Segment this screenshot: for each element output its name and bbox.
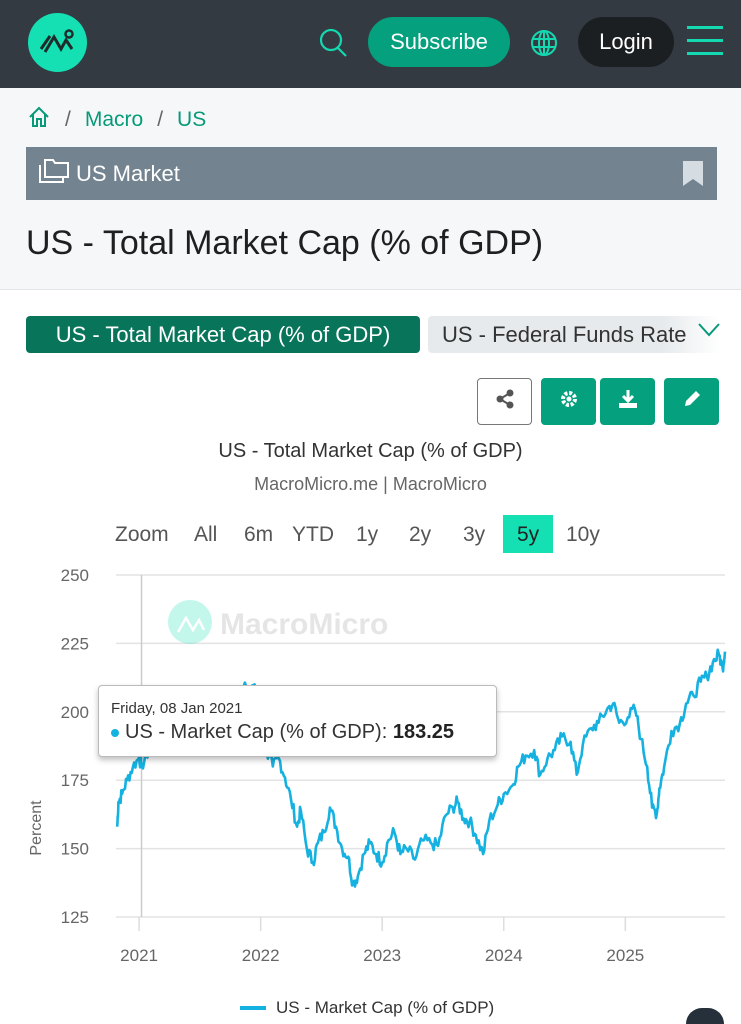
macromicro-logo[interactable] [28, 13, 87, 72]
search-icon[interactable] [318, 27, 350, 64]
x-tick-label: 2025 [606, 946, 644, 965]
breadcrumb-separator: / [157, 108, 164, 131]
y-tick-label: 200 [61, 703, 89, 722]
legend-line-icon [240, 1006, 266, 1010]
page-title: US - Total Market Cap (% of GDP) [26, 224, 544, 262]
line-chart[interactable]: MacroMicro Percent 125 150 175 200 225 250 202… [0, 560, 741, 980]
zoom-label: Zoom [115, 523, 169, 546]
chevron-down-icon[interactable] [698, 320, 720, 343]
category-label: US Market [76, 160, 180, 186]
tooltip-series: US - Market Cap (% of GDP) [125, 721, 382, 743]
chart-title: US - Total Market Cap (% of GDP) [218, 440, 523, 462]
y-tick-label: 150 [61, 840, 89, 859]
tab-total-market-cap[interactable]: US - Total Market Cap (% of GDP) [26, 316, 420, 353]
subscribe-button[interactable]: Subscribe [368, 17, 510, 67]
y-tick-label: 175 [61, 771, 89, 790]
chart-subtitle: MacroMicro.me | MacroMicro [254, 474, 487, 494]
chart-legend[interactable]: US - Market Cap (% of GDP) [240, 998, 494, 1018]
settings-button[interactable] [541, 378, 596, 425]
edit-button[interactable] [664, 378, 719, 425]
download-icon [617, 388, 639, 415]
home-icon[interactable] [27, 105, 51, 135]
y-axis-label: Percent [28, 800, 45, 856]
breadcrumb-macro[interactable]: Macro [84, 108, 144, 131]
tooltip-date: Friday, 08 Jan 2021 [111, 700, 243, 717]
zoom-3y[interactable]: 3y [463, 523, 486, 546]
zoom-5y[interactable]: 5y [503, 515, 554, 553]
globe-icon[interactable] [529, 28, 559, 63]
legend-label: US - Market Cap (% of GDP) [276, 998, 495, 1017]
zoom-all[interactable]: All [194, 523, 218, 546]
tab-federal-funds-rate[interactable]: US - Federal Funds Rate [428, 316, 720, 353]
x-tick-label: 2021 [120, 946, 158, 965]
category-bar[interactable]: US Market [26, 147, 717, 200]
x-tick-label: 2024 [485, 946, 523, 965]
zoom-1y[interactable]: 1y [356, 523, 379, 546]
tooltip-value: 183.25 [392, 721, 455, 743]
watermark: MacroMicro [168, 600, 388, 644]
share-button[interactable] [477, 378, 532, 425]
download-button[interactable] [600, 378, 655, 425]
zoom-10y[interactable]: 10y [566, 523, 600, 546]
hamburger-menu-icon[interactable] [687, 26, 723, 56]
series-dot-icon [111, 728, 119, 737]
watermark-text: MacroMicro [220, 608, 388, 641]
chart-tooltip: Friday, 08 Jan 2021 US - Market Cap (% o… [98, 685, 497, 757]
x-tick-label: 2023 [363, 946, 401, 965]
breadcrumb-separator: / [65, 108, 71, 131]
zoom-6m[interactable]: 6m [244, 523, 274, 546]
top-navigation-bar: Subscribe Login [0, 0, 741, 88]
share-icon [494, 388, 516, 415]
folder-icon [38, 158, 70, 190]
y-tick-label: 250 [61, 566, 89, 585]
bookmark-icon[interactable] [683, 161, 703, 186]
x-tick-label: 2022 [242, 946, 280, 965]
zoom-ytd[interactable]: YTD [292, 523, 334, 546]
floating-action-button[interactable] [686, 1008, 724, 1024]
gear-icon [558, 388, 580, 415]
breadcrumb: / Macro / US [27, 105, 206, 135]
zoom-2y[interactable]: 2y [409, 523, 432, 546]
login-button[interactable]: Login [578, 17, 674, 67]
y-tick-label: 225 [61, 634, 89, 653]
breadcrumb-us[interactable]: US [177, 108, 207, 131]
pencil-icon [681, 388, 703, 415]
y-tick-label: 125 [61, 908, 89, 927]
